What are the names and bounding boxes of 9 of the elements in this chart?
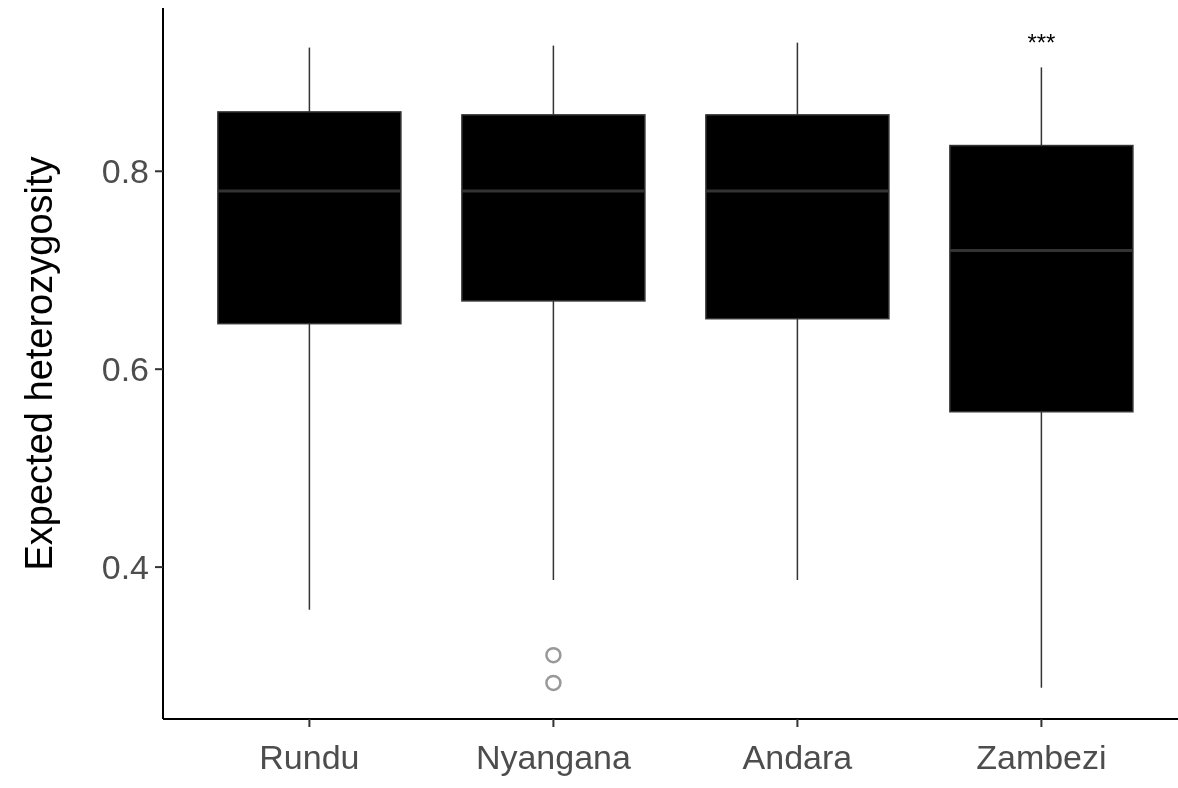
x-tick-label: Andara — [742, 738, 853, 776]
x-tick-label: Rundu — [259, 738, 360, 776]
x-tick-label: Nyangana — [475, 738, 631, 776]
y-tick-label: 0.6 — [101, 350, 149, 389]
x-tick-label: Zambezi — [976, 738, 1107, 776]
y-tick-label: 0.4 — [101, 548, 149, 586]
y-tick-label: 0.8 — [101, 152, 149, 191]
y-axis-title: Expected heterozygosity — [18, 156, 60, 571]
annotation: *** — [1027, 29, 1056, 57]
